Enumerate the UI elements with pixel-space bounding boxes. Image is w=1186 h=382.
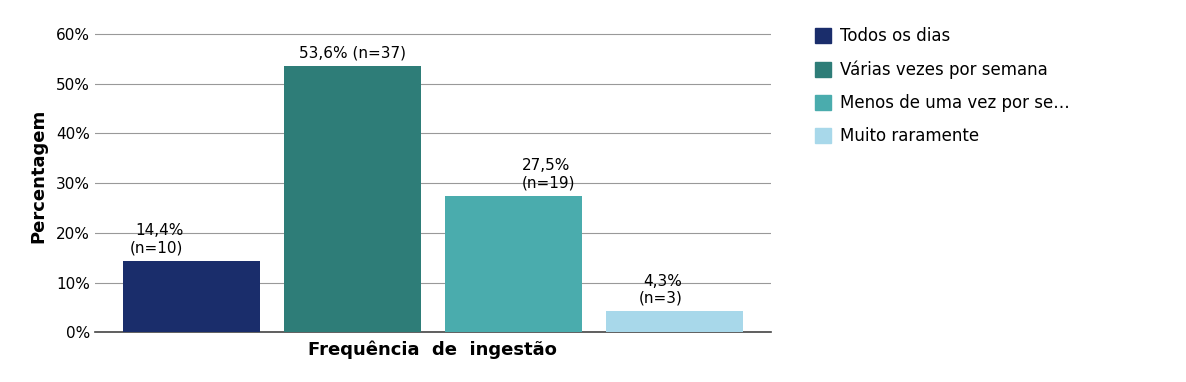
Bar: [123, 261, 260, 332]
Text: 53,6% (n=37): 53,6% (n=37): [299, 46, 406, 61]
Text: 27,5%
(n=19): 27,5% (n=19): [522, 158, 575, 191]
Bar: [283, 66, 421, 332]
Text: 14,4%
(n=10): 14,4% (n=10): [130, 223, 184, 256]
X-axis label: Frequência  de  ingestão: Frequência de ingestão: [308, 341, 557, 359]
Y-axis label: Percentagem: Percentagem: [30, 108, 47, 243]
Bar: [445, 196, 582, 332]
Legend: Todos os dias, Várias vezes por semana, Menos de uma vez por se…, Muito rarament: Todos os dias, Várias vezes por semana, …: [815, 28, 1070, 145]
Text: 4,3%
(n=3): 4,3% (n=3): [638, 274, 682, 306]
Bar: [606, 311, 742, 332]
